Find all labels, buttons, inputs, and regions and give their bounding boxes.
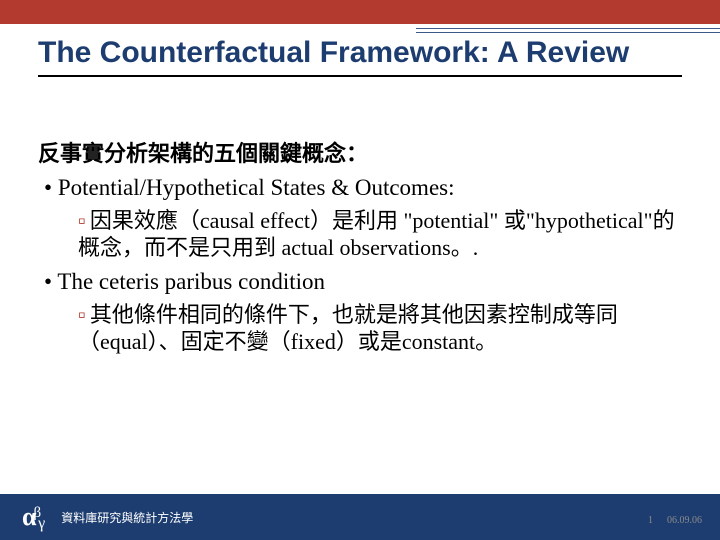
gamma-glyph: γ [38, 515, 45, 533]
footer-text: 資料庫研究與統計方法學 [61, 509, 193, 526]
content-area: 反事實分析架構的五個關鍵概念： Potential/Hypothetical S… [38, 136, 682, 362]
title-area: The Counterfactual Framework: A Review [38, 36, 682, 77]
header-line [416, 28, 720, 29]
footer-bar: α β γ 資料庫研究與統計方法學 1 06.09.06 [0, 494, 720, 540]
top-accent-bar [0, 0, 720, 24]
sub-item: 因果效應（causal effect）是利用 "potential" 或"hyp… [78, 207, 682, 262]
page-number: 1 [648, 515, 653, 526]
header-line [416, 32, 720, 33]
content-heading: 反事實分析架構的五個關鍵概念： [38, 136, 682, 168]
slide-title: The Counterfactual Framework: A Review [38, 36, 682, 71]
sub-item: 其他條件相同的條件下，也就是將其他因素控制成等同（equal）、固定不變（fix… [78, 301, 682, 356]
footer-meta: 1 06.09.06 [648, 515, 702, 526]
bullet-item: Potential/Hypothetical States & Outcomes… [44, 174, 682, 203]
footer-logo: α β γ [22, 502, 51, 532]
footer-date: 06.09.06 [667, 515, 702, 526]
bullet-item: The ceteris paribus condition [44, 268, 682, 297]
slide: The Counterfactual Framework: A Review 反… [0, 0, 720, 540]
